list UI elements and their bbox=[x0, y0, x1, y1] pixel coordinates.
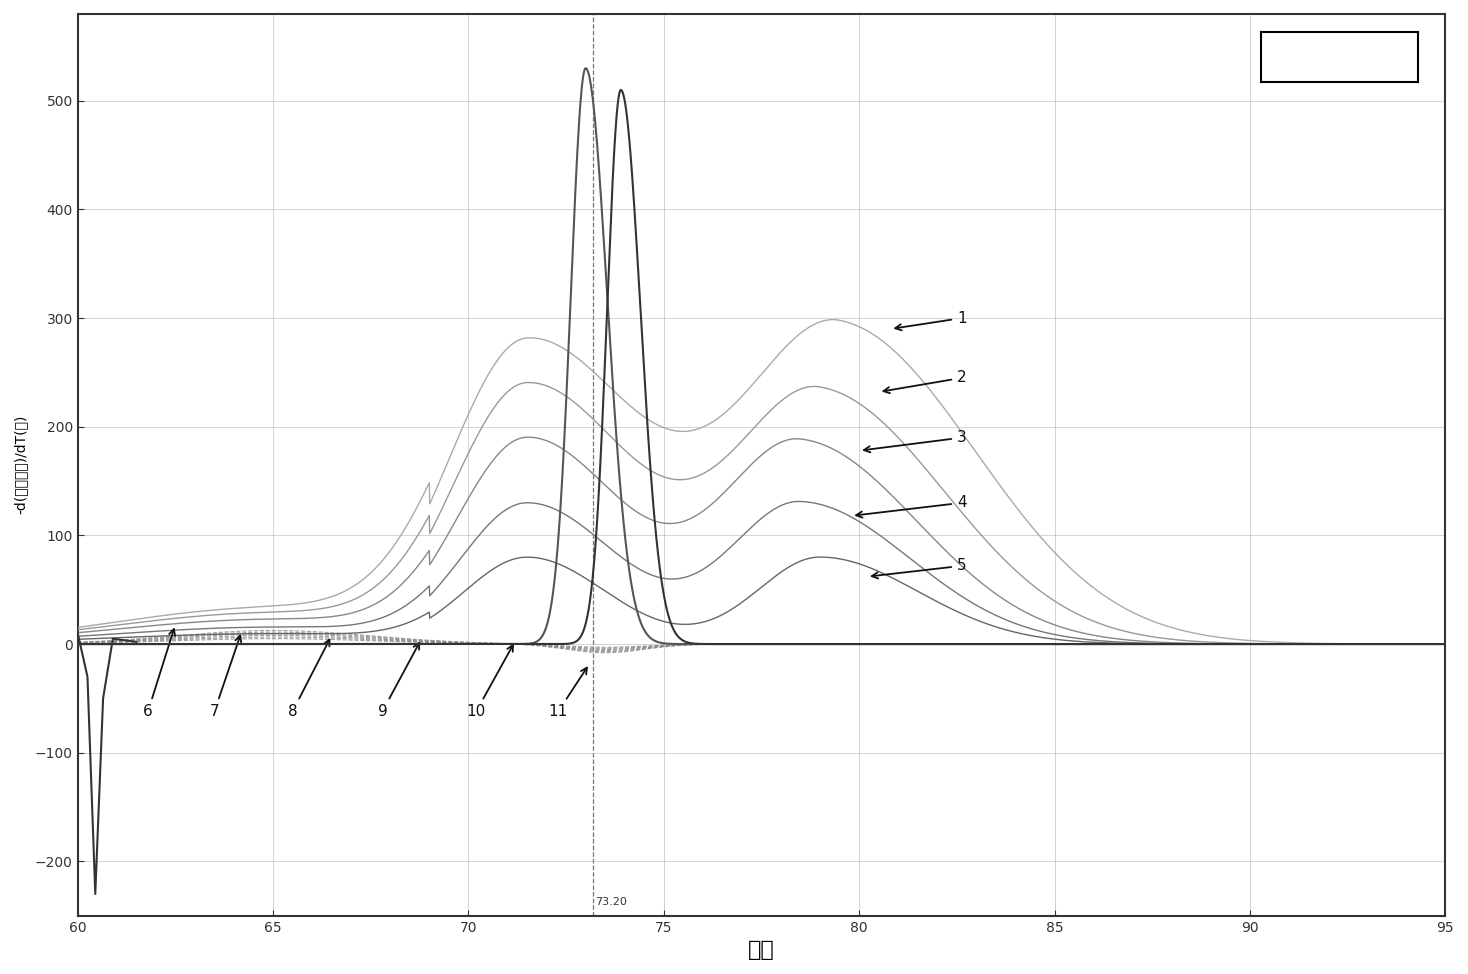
Text: 7: 7 bbox=[210, 636, 241, 719]
Text: 8: 8 bbox=[288, 640, 329, 719]
Text: 3: 3 bbox=[865, 431, 966, 452]
X-axis label: 温度: 温度 bbox=[749, 940, 775, 960]
Text: 6: 6 bbox=[144, 629, 175, 719]
Text: 10: 10 bbox=[467, 645, 512, 719]
Text: 1: 1 bbox=[895, 311, 966, 330]
Text: 11: 11 bbox=[549, 667, 587, 719]
Y-axis label: -d(荆光强度)/dT(个): -d(荆光强度)/dT(个) bbox=[13, 415, 28, 514]
Text: 73.20: 73.20 bbox=[596, 897, 627, 907]
Text: 9: 9 bbox=[377, 643, 420, 719]
Text: 2: 2 bbox=[884, 370, 966, 393]
Text: 5: 5 bbox=[872, 558, 966, 579]
Text: 4: 4 bbox=[856, 496, 966, 517]
